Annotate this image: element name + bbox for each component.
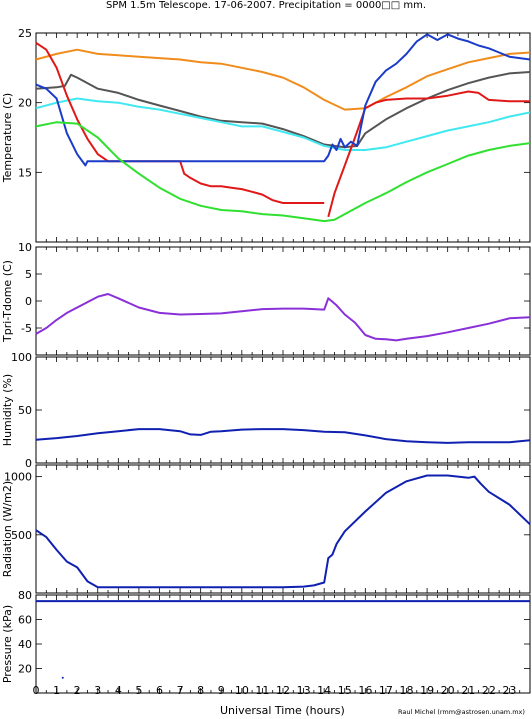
- panel-frame: [35, 594, 531, 694]
- panel-frame: [35, 464, 531, 594]
- x-tick-label: 8: [197, 684, 204, 697]
- x-tick-label: 7: [177, 684, 184, 697]
- y-tick-label: 100: [11, 351, 32, 364]
- y-tick-label: 50: [18, 404, 32, 417]
- panel-1: -5 0 5 10 Tpri-Tdome (C): [1, 241, 531, 356]
- data-point: [61, 676, 64, 679]
- x-tick-label: 1: [53, 684, 60, 697]
- y-tick-label: 60: [18, 614, 32, 627]
- series-line-red: [35, 41, 530, 218]
- chart-title: SPM 1.5m Telescope. 17-06-2007. Precipit…: [105, 0, 427, 11]
- x-tick-label: 9: [218, 684, 225, 697]
- x-tick-label: 15: [338, 684, 352, 697]
- y-tick-label: 5: [25, 268, 32, 281]
- y-tick-label: 40: [18, 638, 32, 651]
- y-axis-label: Radiation (W/m2): [1, 481, 14, 577]
- x-tick-label: 16: [358, 684, 372, 697]
- y-tick-label: 80: [18, 589, 32, 602]
- x-tick-label: 13: [297, 684, 311, 697]
- x-tick-label: 21: [461, 684, 475, 697]
- panel-frame: [35, 246, 531, 356]
- x-tick-label: 3: [94, 684, 101, 697]
- x-tick-label: 5: [135, 684, 142, 697]
- y-tick-label: 15: [18, 166, 32, 179]
- series-line-purple: [35, 293, 531, 342]
- y-axis-label: Tpri-Tdome (C): [1, 260, 14, 343]
- y-tick-label: 500: [11, 529, 32, 542]
- y-axis-label: Temperature (C): [1, 93, 14, 183]
- y-axis-label: Humidity (%): [1, 374, 14, 446]
- x-tick-label: 10: [235, 684, 249, 697]
- series-line-blue: [35, 33, 531, 167]
- y-tick-label: 25: [18, 27, 32, 40]
- x-axis-label: Universal Time (hours): [220, 704, 345, 717]
- panel-0: 15 20 25 Temperature (C): [1, 27, 531, 243]
- y-axis-label: Pressure (kPa): [1, 605, 14, 683]
- x-tick-label: 23: [502, 684, 516, 697]
- x-tick-label: 11: [255, 684, 269, 697]
- series-line-navy: [35, 428, 531, 444]
- y-tick-label: -5: [21, 322, 32, 335]
- y-tick-label: 20: [18, 663, 32, 676]
- y-tick-label: 0: [25, 295, 32, 308]
- panel-frame: [35, 32, 531, 243]
- y-tick-label: 1000: [4, 471, 32, 484]
- series-line-green: [35, 121, 531, 223]
- y-tick-label: 10: [18, 241, 32, 254]
- x-tick-label: 18: [400, 684, 414, 697]
- panel-2: 0 50 100 Humidity (%): [1, 351, 531, 470]
- series-line-cyan: [35, 97, 531, 151]
- x-tick-label: 12: [276, 684, 290, 697]
- panel-frame: [35, 356, 531, 464]
- y-tick-label: 20: [18, 97, 32, 110]
- x-tick-label: 22: [482, 684, 496, 697]
- x-tick-label: 2: [74, 684, 81, 697]
- series-line-darkgray: [35, 71, 531, 149]
- x-tick-label: 19: [420, 684, 434, 697]
- x-tick-label: 20: [441, 684, 455, 697]
- x-tick-label: 0: [33, 684, 40, 697]
- x-tick-label: 4: [115, 684, 122, 697]
- y-tick-label: 0: [25, 457, 32, 470]
- credit-label: Raul Michel (rmm@astrosen.unam.mx): [398, 708, 525, 716]
- x-tick-label: 6: [156, 684, 163, 697]
- series-line-orange: [35, 48, 531, 111]
- x-tick-label: 17: [379, 684, 393, 697]
- x-tick-label: 14: [317, 684, 331, 697]
- series-line-navy: [35, 474, 531, 589]
